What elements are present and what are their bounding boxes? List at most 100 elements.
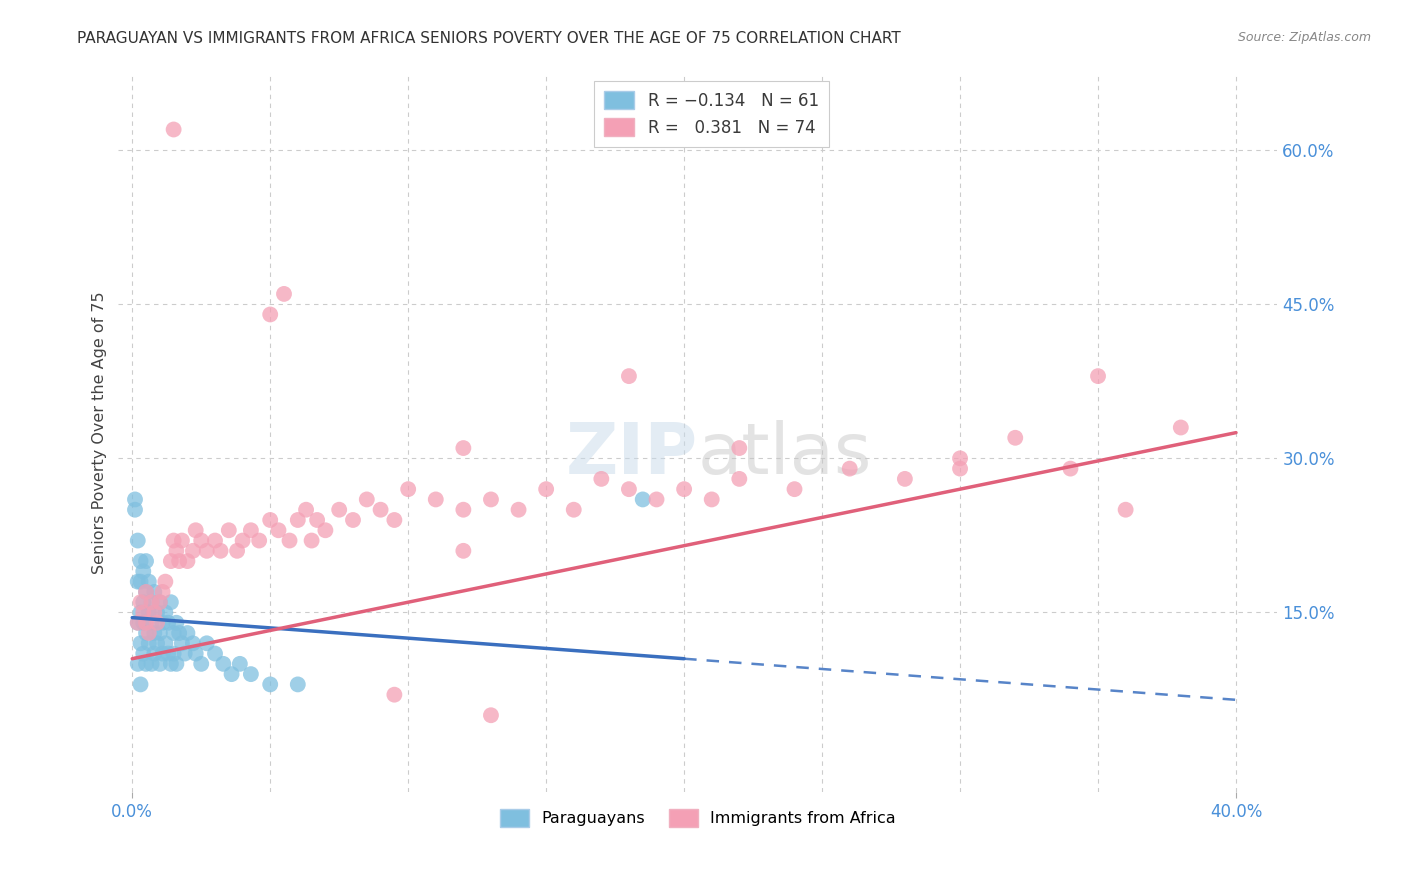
Legend: Paraguayans, Immigrants from Africa: Paraguayans, Immigrants from Africa: [492, 801, 904, 835]
Point: [384, 688, 406, 702]
Text: Source: ZipAtlas.com: Source: ZipAtlas.com: [1237, 31, 1371, 45]
Point: [181, 544, 204, 558]
Point: [141, 657, 163, 671]
Point: [838, 461, 860, 475]
Point: [149, 595, 172, 609]
Point: [132, 615, 155, 630]
Point: [135, 554, 157, 568]
Point: [124, 492, 146, 507]
Point: [173, 647, 195, 661]
Point: [129, 554, 152, 568]
Point: [229, 657, 252, 671]
Point: [152, 647, 174, 661]
Point: [132, 565, 155, 579]
Point: [165, 544, 187, 558]
Point: [894, 472, 917, 486]
Point: [247, 533, 270, 548]
Point: [673, 482, 696, 496]
Point: [617, 369, 640, 384]
Point: [190, 533, 212, 548]
Point: [949, 461, 972, 475]
Point: [278, 533, 301, 548]
Point: [425, 492, 447, 507]
Point: [170, 533, 193, 548]
Point: [138, 626, 160, 640]
Point: [949, 451, 972, 466]
Point: [728, 441, 751, 455]
Point: [226, 544, 249, 558]
Point: [314, 523, 336, 537]
Point: [239, 667, 262, 681]
Point: [135, 615, 157, 630]
Point: [127, 657, 149, 671]
Point: [132, 647, 155, 661]
Point: [138, 574, 160, 589]
Point: [162, 122, 184, 136]
Point: [1087, 369, 1109, 384]
Point: [259, 308, 281, 322]
Point: [384, 513, 406, 527]
Point: [135, 585, 157, 599]
Point: [129, 677, 152, 691]
Point: [127, 533, 149, 548]
Point: [453, 441, 475, 455]
Point: [562, 502, 585, 516]
Point: [301, 533, 323, 548]
Point: [160, 657, 183, 671]
Point: [141, 595, 163, 609]
Point: [287, 677, 309, 691]
Point: [149, 657, 172, 671]
Point: [143, 647, 166, 661]
Point: [273, 287, 295, 301]
Point: [127, 574, 149, 589]
Point: [165, 657, 187, 671]
Text: atlas: atlas: [697, 420, 872, 489]
Point: [162, 533, 184, 548]
Point: [645, 492, 668, 507]
Point: [146, 615, 169, 630]
Point: [204, 533, 226, 548]
Point: [157, 647, 180, 661]
Point: [141, 595, 163, 609]
Point: [307, 513, 329, 527]
Point: [783, 482, 806, 496]
Point: [165, 615, 187, 630]
Point: [453, 544, 475, 558]
Point: [190, 657, 212, 671]
Point: [141, 615, 163, 630]
Point: [591, 472, 613, 486]
Point: [184, 523, 207, 537]
Point: [129, 595, 152, 609]
Point: [287, 513, 309, 527]
Point: [135, 657, 157, 671]
Point: [195, 544, 218, 558]
Point: [184, 647, 207, 661]
Point: [181, 636, 204, 650]
Point: [218, 523, 240, 537]
Point: [479, 492, 502, 507]
Point: [221, 667, 243, 681]
Point: [129, 636, 152, 650]
Point: [1004, 431, 1026, 445]
Point: [138, 606, 160, 620]
Point: [132, 606, 155, 620]
Point: [617, 482, 640, 496]
Point: [162, 647, 184, 661]
Point: [508, 502, 530, 516]
Point: [170, 636, 193, 650]
Point: [259, 677, 281, 691]
Point: [135, 626, 157, 640]
Point: [176, 554, 198, 568]
Point: [143, 606, 166, 620]
Point: [728, 472, 751, 486]
Point: [127, 615, 149, 630]
Point: [143, 626, 166, 640]
Point: [356, 492, 378, 507]
Text: ZIP: ZIP: [565, 420, 697, 489]
Point: [167, 626, 190, 640]
Point: [204, 647, 226, 661]
Point: [1170, 420, 1192, 434]
Point: [328, 502, 350, 516]
Point: [135, 585, 157, 599]
Point: [396, 482, 419, 496]
